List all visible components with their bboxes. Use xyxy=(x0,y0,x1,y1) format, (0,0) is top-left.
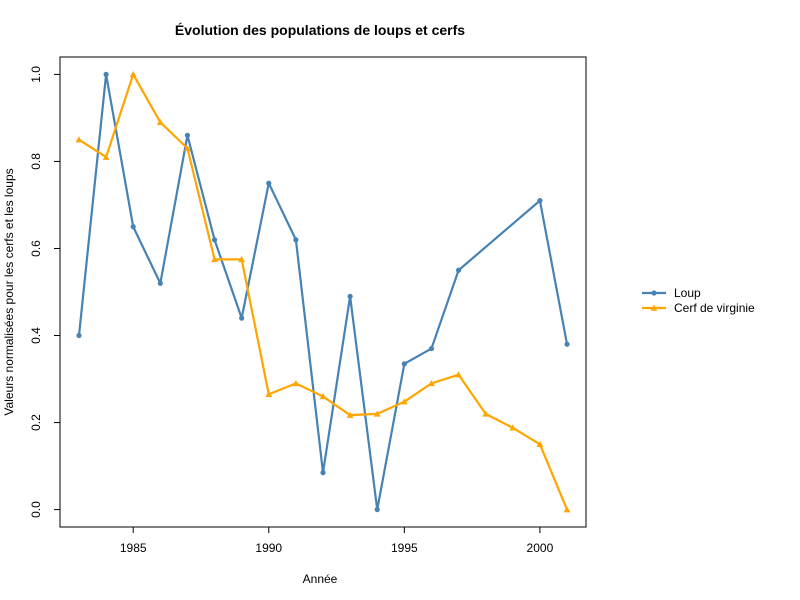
y-tick-label: 0.6 xyxy=(29,240,43,257)
legend-label: Loup xyxy=(674,286,701,300)
x-tick-label: 1990 xyxy=(255,541,282,555)
y-tick-label: 0.4 xyxy=(29,327,43,344)
y-tick-label: 0.0 xyxy=(29,501,43,518)
series-line xyxy=(78,73,569,511)
data-point xyxy=(184,144,191,152)
legend-item: Cerf de virginie xyxy=(642,301,755,315)
series-cerf xyxy=(75,71,571,513)
x-axis: 1985 1990 1995 2000 xyxy=(120,527,554,555)
data-point xyxy=(266,180,272,186)
legend-swatch-marker xyxy=(651,290,657,296)
data-point xyxy=(400,398,408,405)
data-point xyxy=(157,280,163,286)
data-point xyxy=(75,136,83,143)
data-point xyxy=(320,470,326,476)
data-point xyxy=(129,71,137,78)
data-point xyxy=(374,506,380,513)
data-point xyxy=(455,371,462,378)
data-point xyxy=(401,361,407,367)
x-tick-label: 1995 xyxy=(391,541,418,555)
data-point xyxy=(156,118,164,125)
y-tick-label: 0.8 xyxy=(29,153,43,170)
data-point xyxy=(455,267,462,273)
data-point xyxy=(239,315,245,321)
data-point xyxy=(102,153,110,160)
series-layer xyxy=(75,71,571,513)
legend-swatch-marker xyxy=(650,304,658,311)
x-axis-label: Année xyxy=(303,572,338,586)
chart-title: Évolution des populations de loups et ce… xyxy=(175,22,465,38)
data-point xyxy=(536,440,544,448)
data-point xyxy=(373,410,381,417)
data-point xyxy=(292,379,300,387)
data-point xyxy=(265,390,273,397)
series-loup xyxy=(76,71,570,513)
data-point xyxy=(293,237,299,243)
data-point xyxy=(347,293,353,299)
series-line xyxy=(77,73,569,511)
y-axis: 0.0 0.2 0.4 0.6 0.8 1.0 xyxy=(29,66,60,518)
data-point xyxy=(130,224,136,230)
data-point xyxy=(211,255,218,263)
data-point xyxy=(319,393,327,400)
data-point xyxy=(346,411,354,418)
data-point xyxy=(211,237,218,243)
x-tick-label: 1985 xyxy=(120,541,147,555)
data-point xyxy=(482,410,490,417)
y-tick-label: 0.2 xyxy=(29,414,43,431)
data-point xyxy=(428,345,435,352)
data-point xyxy=(563,506,571,513)
plot-frame xyxy=(59,56,587,528)
data-point xyxy=(537,198,543,204)
data-point xyxy=(103,71,109,78)
y-axis-label: Valeurs normalisées pour les cerfs et le… xyxy=(2,168,16,415)
data-point xyxy=(509,424,517,431)
data-point xyxy=(184,132,191,138)
data-point xyxy=(564,341,570,347)
data-point xyxy=(428,379,435,387)
x-tick-label: 2000 xyxy=(527,541,554,555)
data-point xyxy=(76,332,82,339)
data-point xyxy=(238,255,246,263)
legend-label: Cerf de virginie xyxy=(674,301,755,315)
y-tick-label: 1.0 xyxy=(29,66,43,83)
legend-item: Loup xyxy=(642,286,701,300)
